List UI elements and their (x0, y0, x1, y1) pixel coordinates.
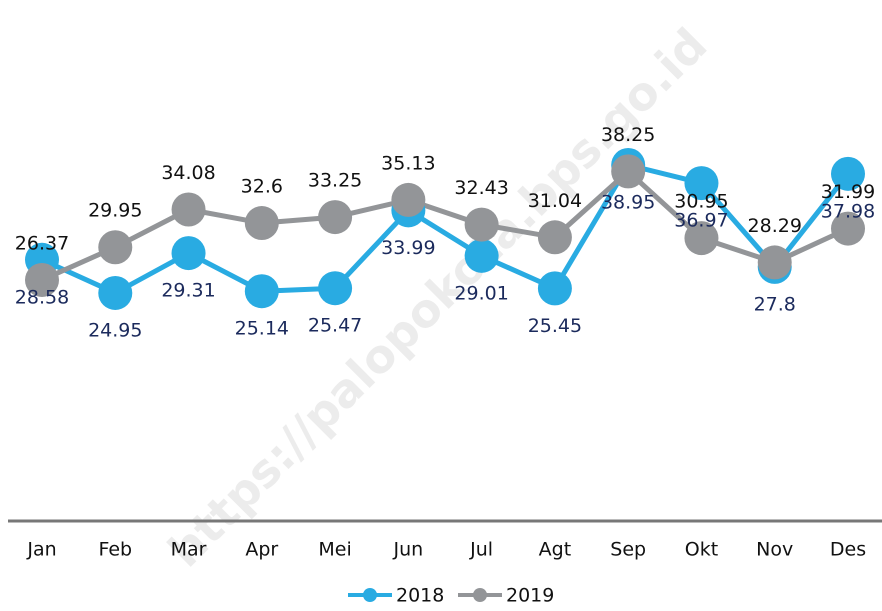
marker (684, 166, 719, 201)
data-label: 35.13 (381, 152, 435, 174)
marker (98, 230, 133, 265)
marker (757, 245, 792, 280)
marker (244, 206, 279, 241)
x-tick-label: Feb (98, 539, 132, 561)
data-label: 32.6 (241, 176, 283, 198)
data-label: 38.95 (601, 191, 655, 213)
data-label: 36.97 (674, 210, 728, 232)
data-label: 38.25 (601, 124, 655, 146)
marker (318, 271, 353, 306)
data-label: 30.95 (674, 191, 728, 213)
x-tick-label: Nov (756, 539, 793, 561)
marker (171, 192, 206, 227)
data-label: 33.25 (308, 170, 362, 192)
x-tick-label: Jul (469, 539, 493, 561)
legend-label: 2019 (506, 585, 554, 607)
data-label: 33.99 (381, 237, 435, 259)
data-label: 29.95 (88, 200, 142, 222)
x-tick-label: Okt (685, 539, 718, 561)
data-label: 31.99 (821, 181, 875, 203)
marker (171, 236, 206, 271)
marker (244, 274, 279, 309)
marker (98, 275, 133, 310)
data-label: 31.04 (528, 190, 582, 212)
data-label: 28.29 (748, 215, 802, 237)
x-tick-label: Apr (245, 539, 278, 561)
marker (684, 221, 719, 256)
data-label: 29.01 (454, 282, 508, 304)
x-tick-label: Mar (171, 539, 207, 561)
marker (611, 154, 646, 189)
watermark: https://palopokota.bps.go.id (158, 18, 718, 578)
marker (25, 262, 59, 297)
data-label: 28.58 (15, 286, 69, 308)
data-label: 27.8 (754, 293, 796, 315)
x-tick-label: Jan (26, 539, 56, 561)
x-tick-label: Agt (539, 539, 572, 561)
marker (464, 238, 499, 273)
legend-label: 2018 (396, 585, 444, 607)
data-label: 32.43 (454, 177, 508, 199)
data-label: 25.45 (528, 315, 582, 337)
legend-marker (363, 588, 377, 602)
marker (537, 271, 572, 306)
data-label: 25.14 (235, 318, 289, 340)
legend-marker (473, 588, 487, 602)
marker (318, 200, 353, 235)
marker (537, 220, 572, 255)
marker (831, 156, 865, 191)
x-tick-label: Des (830, 539, 866, 561)
x-tick-label: Jun (393, 539, 424, 561)
data-label: 37.98 (821, 200, 875, 222)
data-label: 29.31 (161, 280, 215, 302)
data-label: 26.37 (15, 232, 69, 254)
x-tick-label: Mei (318, 539, 351, 561)
data-label: 25.47 (308, 315, 362, 337)
marker (464, 207, 499, 242)
x-tick-label: Sep (610, 539, 646, 561)
marker (831, 211, 865, 246)
data-label: 34.08 (161, 162, 215, 184)
data-label: 24.95 (88, 319, 142, 341)
marker (391, 182, 426, 217)
